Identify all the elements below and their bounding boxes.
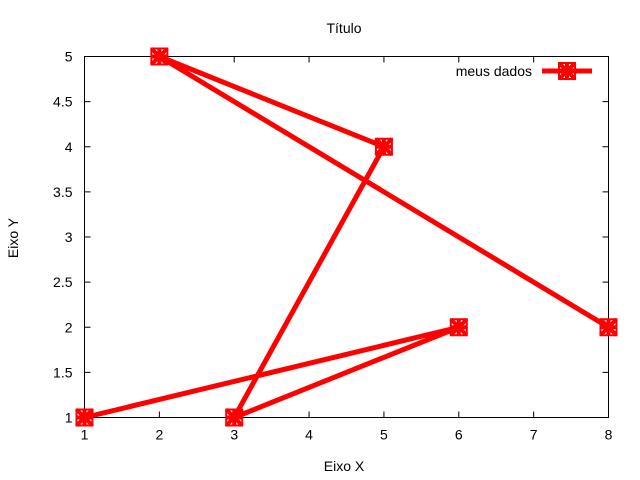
y-tick-label: 1.5 xyxy=(53,364,73,380)
data-point xyxy=(557,61,577,81)
y-tick-label: 1 xyxy=(65,410,73,426)
axis-ticks: 1 2 3 4 5 6 7 8 1 1.5 2 2.5 3 3.5 4 4.5 5 xyxy=(53,49,613,443)
x-tick-label: 2 xyxy=(155,427,163,443)
y-tick-label: 5 xyxy=(65,49,73,65)
marker-box xyxy=(374,137,393,156)
x-axis-label: Eixo X xyxy=(324,458,365,474)
y-tick-label: 4 xyxy=(65,139,73,155)
x-tick-label: 8 xyxy=(605,427,613,443)
x-tick-label: 4 xyxy=(305,427,313,443)
data-point xyxy=(75,408,94,427)
y-tick-label: 3 xyxy=(65,229,73,245)
marker-box xyxy=(75,408,94,427)
data-point xyxy=(149,47,169,66)
data-point xyxy=(374,137,394,157)
data-point xyxy=(599,317,618,337)
y-tick-label: 2.5 xyxy=(53,274,73,290)
marker-box xyxy=(225,408,244,427)
marker-box xyxy=(150,47,169,66)
legend-label: meus dados xyxy=(456,63,532,79)
series-layer xyxy=(75,47,618,427)
legend-marker xyxy=(557,61,577,81)
y-tick-label: 2 xyxy=(65,319,73,335)
series-line xyxy=(83,54,610,420)
marker-box xyxy=(449,318,468,337)
y-tick-label: 4.5 xyxy=(53,94,73,110)
x-tick-label: 7 xyxy=(530,427,538,443)
data-point xyxy=(224,408,244,427)
x-tick-label: 5 xyxy=(380,427,388,443)
chart-title: Título xyxy=(326,20,361,36)
x-tick-label: 1 xyxy=(81,427,89,443)
y-tick-label: 3.5 xyxy=(53,184,73,200)
data-point xyxy=(449,317,469,337)
marker-box xyxy=(558,62,576,80)
legend: meus dados xyxy=(456,61,592,81)
marker-box xyxy=(599,318,618,337)
x-tick-label: 6 xyxy=(455,427,463,443)
y-axis-label: Eixo Y xyxy=(5,217,21,258)
plot-frame xyxy=(84,56,609,418)
x-tick-label: 3 xyxy=(230,427,238,443)
